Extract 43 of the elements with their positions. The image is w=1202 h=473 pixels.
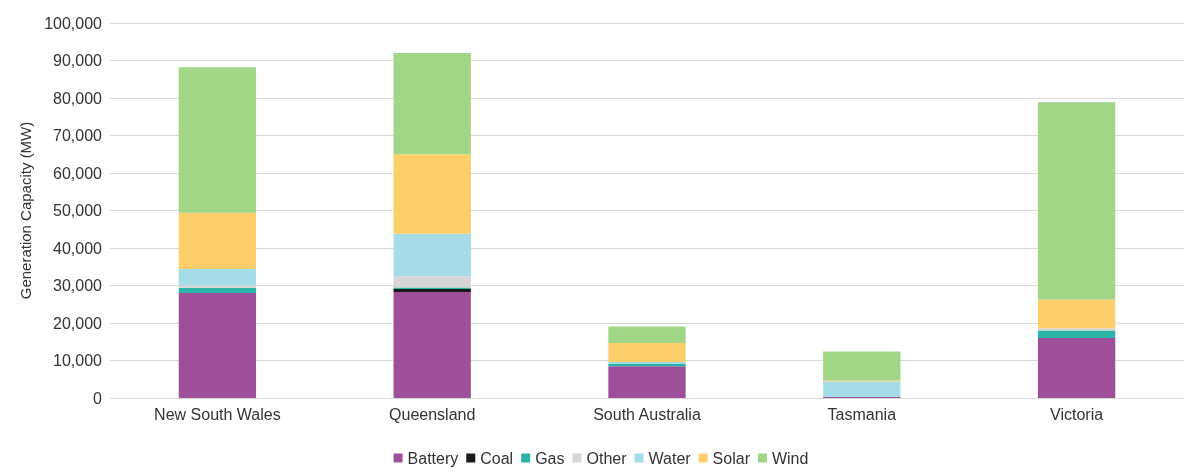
y-tick-label: 20,000 xyxy=(53,314,103,332)
y-tick-label: 100,000 xyxy=(44,14,103,32)
y-tick-label: 90,000 xyxy=(53,52,103,69)
x-tick-label: Queensland xyxy=(389,405,476,423)
bar xyxy=(608,366,686,398)
legend-label: Coal xyxy=(480,449,514,467)
bar xyxy=(178,212,257,269)
bar xyxy=(1037,328,1116,331)
y-tick-label: 40,000 xyxy=(53,239,103,257)
bar xyxy=(1037,102,1116,300)
y-tick-label: 50,000 xyxy=(53,202,103,219)
y-tick-label: 70,000 xyxy=(53,127,103,144)
bar xyxy=(1037,299,1116,329)
bar xyxy=(393,291,471,398)
bar xyxy=(178,293,257,398)
bar xyxy=(608,326,686,343)
legend-label: Water xyxy=(648,449,692,467)
x-tick-label: Victoria xyxy=(1050,405,1104,423)
legend-label: Battery xyxy=(407,449,459,467)
legend-label: Wind xyxy=(771,449,809,467)
y-tick-label: 0 xyxy=(93,389,103,407)
bar xyxy=(608,342,686,362)
legend-label: Other xyxy=(586,449,628,467)
bar xyxy=(393,53,471,155)
bar xyxy=(178,269,257,286)
y-tick-label: 60,000 xyxy=(53,164,103,182)
y-tick-label: 80,000 xyxy=(53,89,103,107)
bar xyxy=(1037,338,1116,398)
y-tick-label: 10,000 xyxy=(53,352,103,369)
bar xyxy=(393,233,471,277)
bar xyxy=(393,154,471,234)
y-axis-title: Generation Capacity (MW) xyxy=(17,121,35,300)
bar xyxy=(823,351,901,381)
legend-label: Gas xyxy=(535,449,565,467)
bar xyxy=(178,287,257,293)
x-tick-label: Tasmania xyxy=(827,405,897,423)
x-tick-label: New South Wales xyxy=(154,405,281,423)
y-tick-label: 30,000 xyxy=(53,277,103,294)
bar xyxy=(823,381,901,397)
bar xyxy=(1037,330,1116,338)
legend-label: Solar xyxy=(712,449,751,467)
bar xyxy=(178,67,257,213)
x-tick-label: South Australia xyxy=(593,405,701,423)
